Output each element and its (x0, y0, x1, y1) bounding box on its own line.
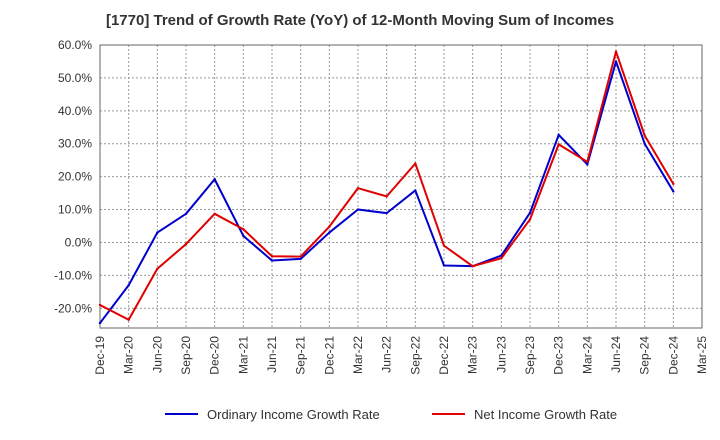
series-2-point (270, 255, 274, 258)
series-2-point (672, 182, 675, 186)
series-2-point (557, 143, 560, 146)
series-2-point (614, 50, 618, 53)
series-1-point (242, 234, 245, 238)
x-tick-label: Mar-20 (122, 336, 136, 374)
series-1-point (270, 259, 274, 262)
legend-label-2: Net Income Growth Rate (474, 407, 617, 422)
series-1-point (643, 142, 646, 145)
series-1-point (528, 211, 532, 215)
series-1-point (614, 60, 618, 63)
x-tick-label: Mar-21 (236, 336, 250, 374)
series-2-point (385, 195, 388, 198)
series-2-point (242, 228, 245, 231)
series-2-point (528, 218, 532, 221)
x-tick-label: Dec-23 (552, 336, 566, 375)
series-1-point (328, 231, 331, 234)
series-2-point (471, 264, 474, 268)
y-tick-label: 10.0% (58, 203, 92, 217)
series-1-point (385, 211, 388, 215)
series-2-point (156, 267, 159, 270)
x-tick-label: Dec-21 (322, 336, 336, 375)
y-tick-label: 60.0% (58, 38, 92, 52)
series-2-point (414, 162, 417, 165)
y-tick-label: -20.0% (54, 301, 92, 315)
x-tick-label: Dec-19 (93, 336, 107, 375)
series-2-point (500, 257, 503, 260)
series-1-point (557, 133, 560, 137)
x-tick-label: Jun-22 (380, 336, 394, 373)
series-2-point (184, 242, 188, 246)
x-tick-label: Mar-25 (695, 336, 709, 374)
x-tick-label: Mar-22 (351, 336, 365, 374)
series-2-point (586, 160, 589, 164)
series-1-point (672, 190, 675, 193)
series-1-point (299, 257, 302, 261)
series-1-point (127, 284, 130, 287)
x-tick-label: Jun-20 (150, 336, 164, 373)
series-2-point (213, 212, 216, 216)
x-tick-label: Mar-24 (580, 336, 594, 374)
series-2-point (127, 318, 130, 321)
x-tick-label: Jun-24 (609, 336, 623, 373)
y-tick-label: 20.0% (58, 170, 92, 184)
series-1-point (414, 189, 417, 192)
series-2-point (442, 244, 446, 247)
plot-area (100, 45, 702, 328)
y-tick-label: 50.0% (58, 71, 92, 85)
series-2-point (299, 255, 302, 258)
x-tick-label: Mar-23 (466, 336, 480, 374)
series-2-point (643, 134, 646, 137)
x-tick-label: Dec-22 (437, 336, 451, 375)
series-1-point (98, 321, 102, 325)
y-tick-label: -10.0% (54, 268, 92, 282)
series-1-point (586, 163, 589, 166)
x-tick-label: Sep-23 (523, 336, 537, 375)
x-tick-label: Sep-20 (179, 336, 193, 375)
y-tick-label: 0.0% (65, 235, 93, 249)
x-tick-label: Jun-21 (265, 336, 279, 373)
x-tick-label: Sep-22 (408, 336, 422, 375)
y-tick-label: 40.0% (58, 104, 92, 118)
legend-label-1: Ordinary Income Growth Rate (207, 407, 380, 422)
x-tick-label: Dec-24 (666, 336, 680, 375)
series-2-point (328, 225, 331, 228)
series-2-point (356, 186, 360, 190)
series-1-point (442, 264, 446, 267)
x-tick-label: Sep-24 (638, 336, 652, 375)
x-tick-label: Dec-20 (208, 336, 222, 375)
series-1-point (213, 178, 216, 181)
series-1-point (156, 231, 159, 234)
x-tick-label: Jun-23 (494, 336, 508, 373)
series-1-point (184, 212, 188, 216)
plot-border (99, 44, 703, 329)
y-tick-label: 30.0% (58, 137, 92, 151)
series-1-point (356, 208, 360, 211)
series-2-point (98, 303, 102, 307)
x-tick-label: Sep-21 (294, 336, 308, 375)
chart-title: [1770] Trend of Growth Rate (YoY) of 12-… (105, 12, 615, 29)
